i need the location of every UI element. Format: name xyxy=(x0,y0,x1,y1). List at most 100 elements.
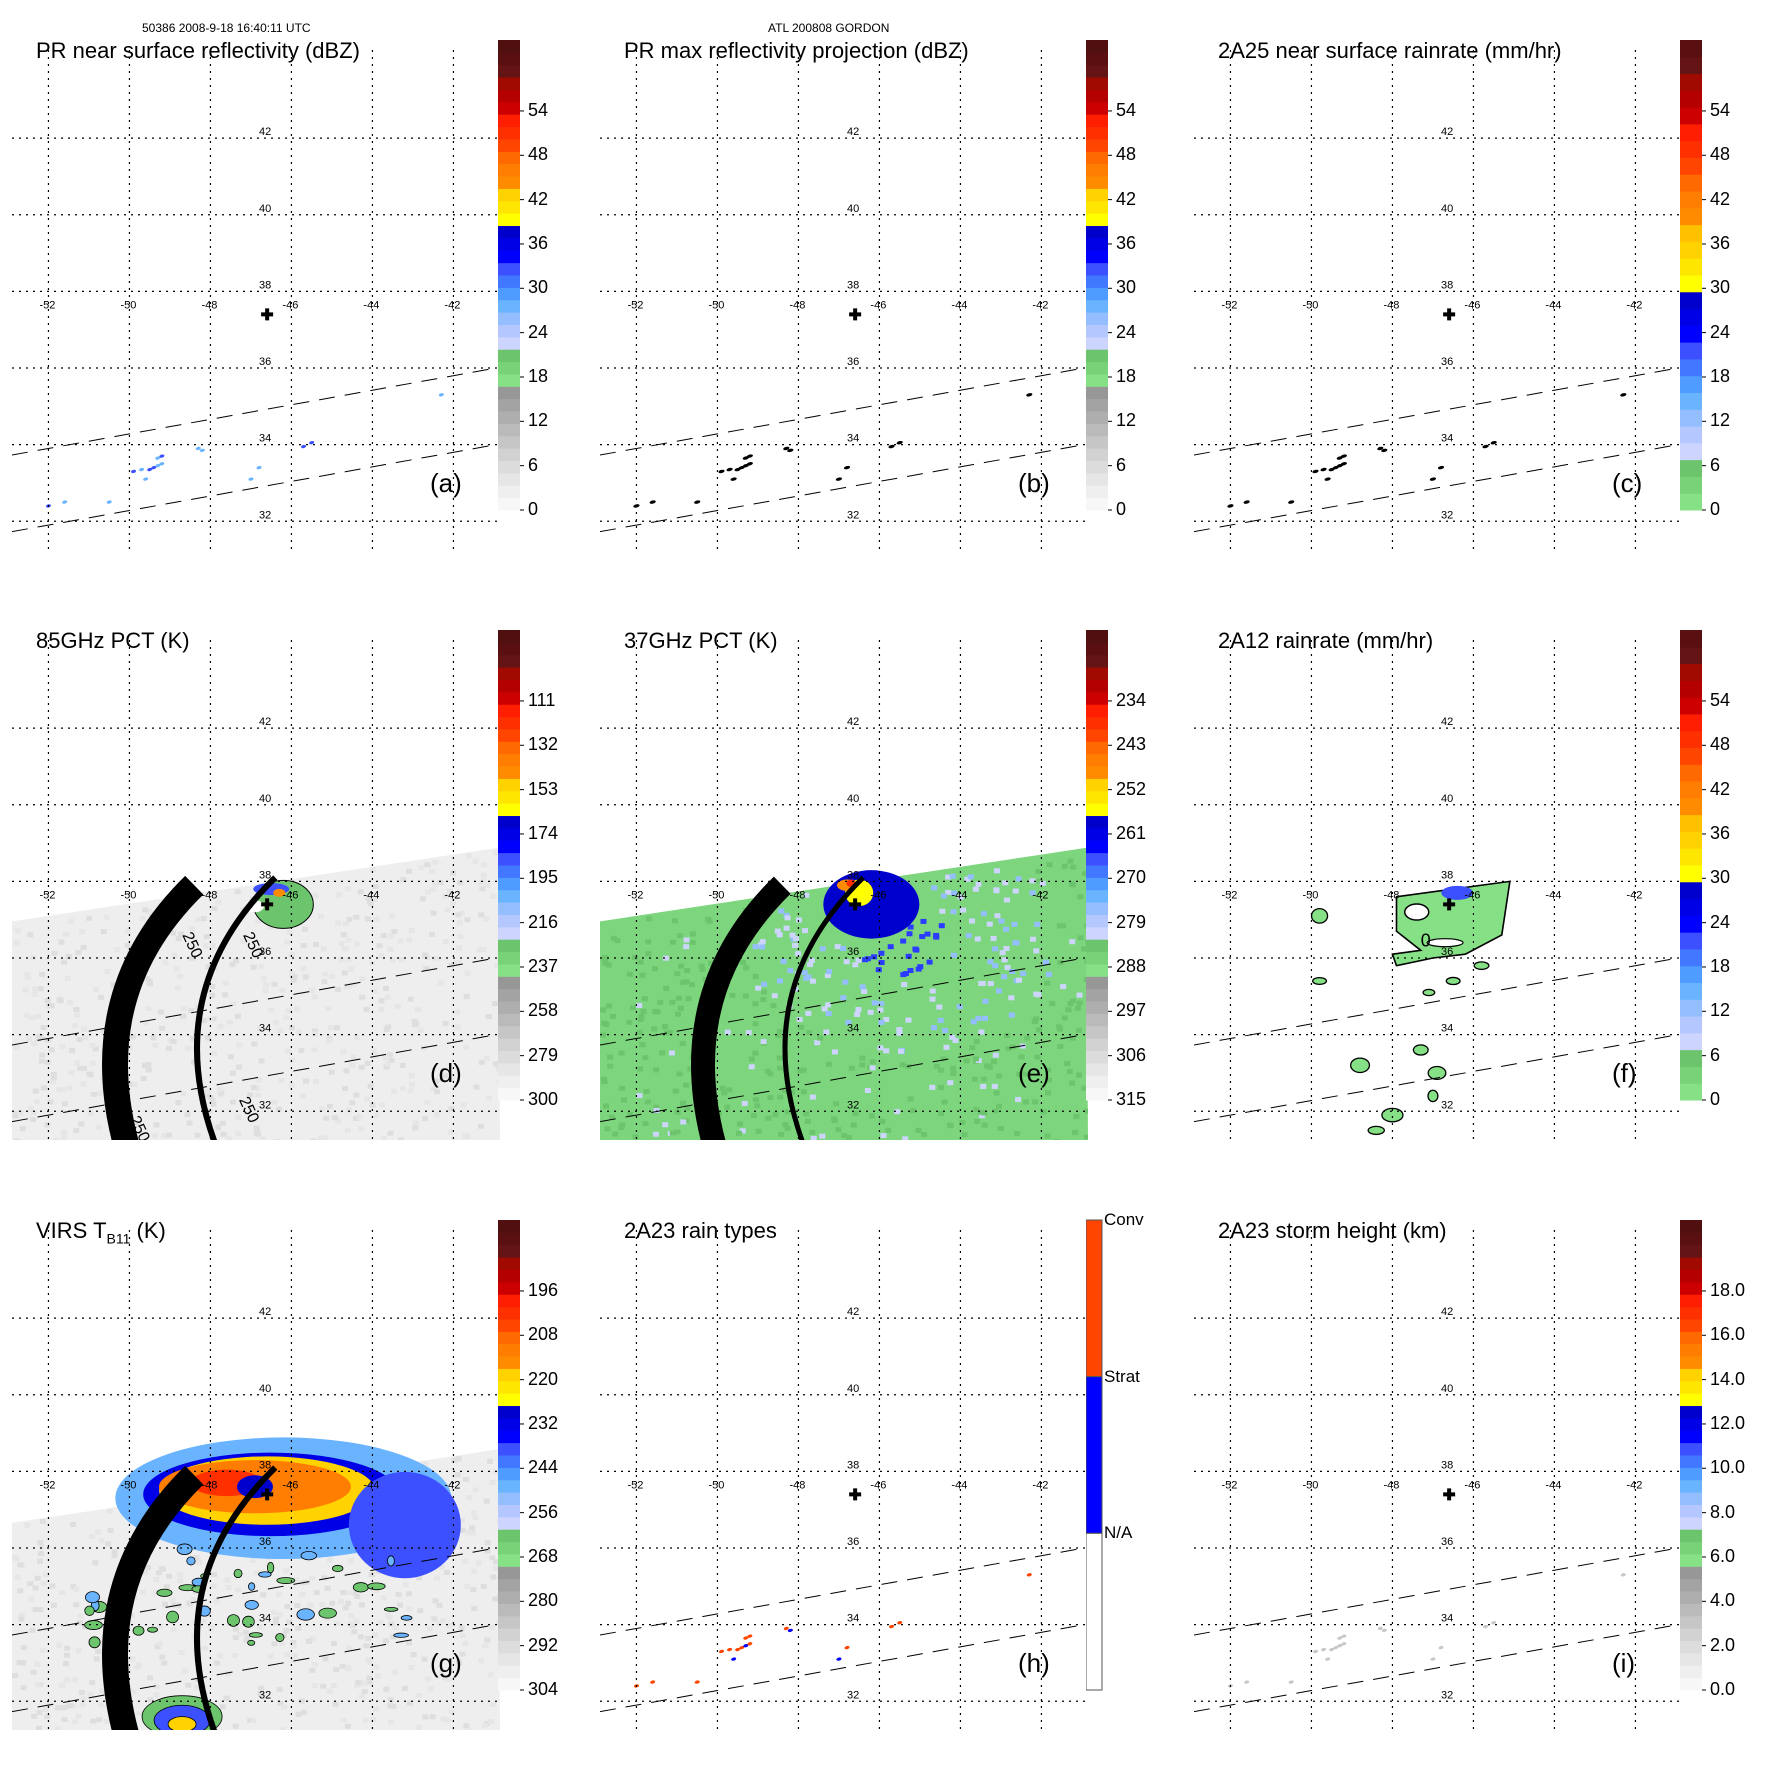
echo-pixel xyxy=(1430,1657,1436,1661)
data-pixel xyxy=(136,1710,143,1716)
data-pixel xyxy=(392,1624,399,1630)
colorbar-segment xyxy=(498,324,520,338)
colorbar-tick-label: 258 xyxy=(528,1000,559,1021)
data-pixel xyxy=(797,1024,804,1030)
data-pixel xyxy=(344,1127,351,1133)
data-pixel xyxy=(480,862,487,868)
colorbar-segment xyxy=(498,1038,520,1052)
data-pixel xyxy=(16,1660,23,1666)
data-pixel xyxy=(458,1518,465,1524)
colorbar-tick-label: 24 xyxy=(1710,911,1731,932)
colorbar-segment xyxy=(1086,951,1108,965)
data-pixel xyxy=(461,1559,468,1565)
data-pixel xyxy=(662,955,669,961)
ice-scattering-core xyxy=(273,888,286,897)
colorbar-segment xyxy=(1680,56,1702,75)
echo-pixel xyxy=(783,1626,789,1631)
colorbar-segment xyxy=(1680,442,1702,461)
data-pixel xyxy=(1015,876,1022,882)
data-pixel xyxy=(834,944,841,950)
data-pixel xyxy=(98,1702,105,1708)
data-pixel xyxy=(353,914,360,920)
data-pixel xyxy=(340,1717,347,1723)
echo-pixel xyxy=(130,469,137,474)
data-pixel xyxy=(869,1065,876,1071)
colorbar-segment xyxy=(1680,1603,1702,1617)
data-pixel xyxy=(987,981,994,987)
data-pixel xyxy=(325,1038,332,1044)
data-pixel xyxy=(929,996,936,1002)
lat-label: 38 xyxy=(1441,1459,1453,1471)
echo-pixel xyxy=(1377,446,1384,451)
data-pixel xyxy=(685,996,692,1002)
data-pixel xyxy=(23,1012,30,1018)
colorbar-segment xyxy=(1680,982,1702,1000)
lon-label: -52 xyxy=(627,300,643,312)
data-pixel xyxy=(601,1076,608,1082)
no-rain-hole xyxy=(1403,903,1430,921)
colorbar-segment xyxy=(1086,1025,1108,1039)
data-pixel xyxy=(311,1047,318,1053)
data-pixel xyxy=(75,1648,82,1654)
lat-label: 38 xyxy=(847,869,859,881)
data-pixel xyxy=(301,926,308,932)
data-pixel xyxy=(970,1019,977,1025)
pr-swath-edge xyxy=(12,1033,500,1123)
data-pixel xyxy=(776,1055,783,1061)
data-pixel xyxy=(448,1106,455,1112)
data-pixel xyxy=(73,1602,80,1608)
data-pixel xyxy=(59,1043,66,1049)
panel-title: 85GHz PCT (K) xyxy=(36,628,190,653)
data-pixel xyxy=(161,1601,168,1607)
colorbar-tick-label: 174 xyxy=(528,822,559,843)
data-pixel xyxy=(364,916,371,922)
data-pixel xyxy=(972,1056,979,1062)
cloud-cell xyxy=(367,1582,386,1591)
data-pixel xyxy=(293,1006,300,1012)
data-pixel xyxy=(141,1569,148,1575)
data-pixel xyxy=(338,1598,345,1604)
data-pixel xyxy=(341,1086,348,1092)
data-pixel xyxy=(424,1099,431,1105)
data-pixel xyxy=(146,908,153,914)
data-pixel xyxy=(845,1019,852,1025)
data-pixel xyxy=(875,967,882,973)
data-pixel xyxy=(1069,1080,1076,1086)
data-pixel xyxy=(344,1723,351,1729)
data-pixel xyxy=(459,1651,466,1657)
data-pixel xyxy=(743,965,750,971)
data-pixel xyxy=(674,1109,681,1115)
colorbar-segment xyxy=(498,472,520,486)
data-pixel xyxy=(478,880,485,886)
data-pixel xyxy=(859,984,866,990)
data-pixel xyxy=(861,989,868,995)
data-pixel xyxy=(431,881,438,887)
lat-label: 42 xyxy=(259,716,271,728)
data-pixel xyxy=(946,1122,953,1128)
data-pixel xyxy=(672,1088,679,1094)
echo-pixel xyxy=(155,456,161,460)
data-pixel xyxy=(637,1066,644,1072)
data-pixel xyxy=(373,1112,380,1118)
data-pixel xyxy=(439,1564,446,1570)
data-pixel xyxy=(464,970,471,976)
data-pixel xyxy=(995,988,1002,994)
data-pixel xyxy=(188,1008,195,1014)
colorbar-segment xyxy=(498,1380,520,1394)
data-pixel xyxy=(236,1042,243,1048)
data-pixel xyxy=(279,1727,286,1730)
data-pixel xyxy=(384,1061,391,1067)
panel-a: -52 -50 -48 -46 -44 -42 42 40 38 36 34 32 PR near su… xyxy=(0,30,560,570)
colorbar-segment xyxy=(498,667,520,680)
colorbar-tick-label: 30 xyxy=(1116,277,1137,298)
lon-label: -42 xyxy=(1626,300,1642,312)
data-pixel xyxy=(840,946,847,952)
colorbar-segment xyxy=(1680,1516,1702,1530)
colorbar-segment xyxy=(1086,667,1108,680)
data-pixel xyxy=(808,957,815,963)
panel-d: 250 250 250 250 -52 -50 -48 -46 -44 -42 42 40 38 36 34… xyxy=(0,620,560,1160)
colorbar-segment xyxy=(498,963,520,977)
data-pixel xyxy=(949,1034,956,1040)
echo-pixel xyxy=(742,456,749,460)
